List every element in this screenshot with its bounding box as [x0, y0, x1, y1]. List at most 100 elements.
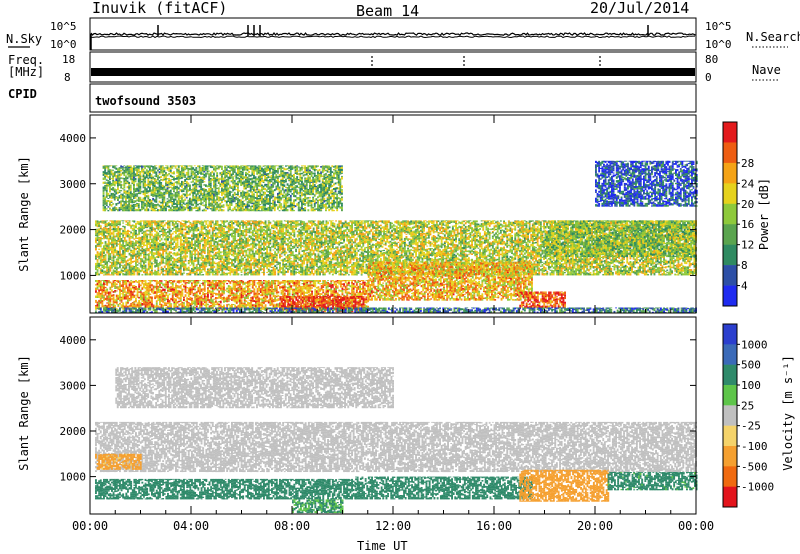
heatmap-cell — [107, 232, 110, 235]
heatmap-cell — [199, 296, 201, 298]
heatmap-cell — [155, 302, 158, 305]
heatmap-cell — [163, 302, 166, 305]
heatmap-cell — [333, 297, 336, 300]
heatmap-cell — [331, 290, 334, 293]
heatmap-cell — [279, 287, 281, 290]
heatmap-cell — [194, 280, 197, 282]
heatmap-cell — [216, 220, 219, 222]
heatmap-cell — [173, 303, 176, 304]
heatmap-cell — [226, 304, 229, 306]
heatmap-cell — [151, 225, 153, 227]
heatmap-cell — [275, 287, 278, 290]
heatmap-cell — [173, 249, 176, 251]
noise-search-trace — [90, 35, 695, 39]
heatmap-cell — [242, 283, 245, 286]
heatmap-cell — [333, 302, 336, 305]
heatmap-cell — [203, 297, 206, 300]
heatmap-cell — [349, 302, 352, 305]
heatmap-cell — [269, 222, 272, 225]
heatmap-cell — [119, 298, 121, 300]
heatmap-cell — [299, 301, 302, 303]
heatmap-cell — [101, 228, 104, 231]
heatmap-cell — [320, 308, 323, 310]
heatmap-cell — [136, 258, 139, 261]
heatmap-cell — [248, 304, 251, 307]
heatmap-cell — [304, 284, 307, 287]
heatmap-cell — [208, 292, 211, 294]
heatmap-cell — [151, 299, 153, 301]
heatmap-cell — [115, 283, 118, 286]
heatmap-cell — [282, 296, 285, 297]
heatmap-cell — [251, 231, 254, 233]
heatmap-cell — [103, 285, 105, 287]
heatmap-cell — [115, 241, 118, 243]
heatmap-cell — [288, 290, 291, 293]
heatmap-cell — [106, 288, 109, 291]
heatmap-cell — [258, 273, 261, 276]
heatmap-cell — [107, 234, 110, 237]
heatmap-cell — [157, 269, 160, 272]
heatmap-cell — [261, 305, 264, 308]
heatmap-cell — [210, 283, 213, 286]
heatmap-cell — [232, 289, 235, 291]
heatmap-cell — [242, 304, 245, 307]
heatmap-cell — [316, 306, 319, 309]
heatmap-cell — [107, 295, 110, 299]
heatmap-cell — [324, 296, 327, 297]
heatmap-cell — [301, 280, 304, 282]
heatmap-cell — [245, 233, 248, 237]
heatmap-cell — [353, 296, 355, 298]
heatmap-cell — [281, 296, 283, 297]
heatmap-cell — [114, 267, 117, 270]
heatmap-cell — [248, 292, 251, 295]
heatmap-cell — [98, 281, 101, 284]
heatmap-cell — [213, 229, 216, 232]
heatmap-cell — [191, 283, 193, 287]
noise-right-bottom-tick: 10^0 — [705, 39, 732, 50]
heatmap-cell — [168, 286, 171, 289]
heatmap-cell — [141, 286, 144, 288]
heatmap-cell — [165, 233, 168, 235]
heatmap-cell — [341, 298, 344, 302]
heatmap-cell — [107, 280, 110, 282]
heatmap-cell — [103, 228, 105, 232]
heatmap-cell — [303, 303, 305, 306]
heatmap-cell — [327, 296, 330, 299]
heatmap-cell — [143, 280, 145, 282]
heatmap-cell — [208, 289, 211, 293]
heatmap-cell — [248, 290, 251, 293]
heatmap-cell — [106, 281, 109, 284]
heatmap-cell — [309, 296, 312, 298]
heatmap-cell — [259, 241, 262, 243]
heatmap-cell — [122, 304, 125, 308]
heatmap-cell — [192, 287, 195, 289]
heatmap-cell — [171, 232, 174, 235]
heatmap-cell — [218, 305, 221, 308]
heatmap-cell — [297, 299, 299, 302]
heatmap-cell — [95, 222, 97, 224]
heatmap-cell — [247, 273, 249, 276]
heatmap-cell — [338, 296, 341, 298]
heatmap-cell — [231, 291, 233, 295]
heatmap-cell — [256, 290, 259, 292]
heatmap-cell — [139, 284, 142, 287]
heatmap-cell — [231, 294, 233, 296]
heatmap-cell — [103, 283, 105, 286]
heatmap-cell — [213, 265, 216, 268]
heatmap-cell — [125, 287, 128, 289]
heatmap-cell — [194, 300, 197, 303]
heatmap-cell — [355, 286, 358, 289]
heatmap-cell — [139, 262, 142, 264]
heatmap-cell — [344, 280, 347, 281]
heatmap-cell — [163, 288, 166, 292]
heatmap-cell — [221, 298, 224, 301]
heatmap-cell — [157, 291, 160, 293]
heatmap-cell — [258, 293, 261, 295]
heatmap-cell — [210, 300, 213, 302]
heatmap-cell — [269, 285, 272, 289]
heatmap-cell — [259, 246, 262, 249]
heatmap-cell — [298, 287, 301, 289]
heatmap-cell — [288, 286, 291, 288]
heatmap-cell — [362, 280, 365, 282]
heatmap-cell — [210, 301, 213, 304]
